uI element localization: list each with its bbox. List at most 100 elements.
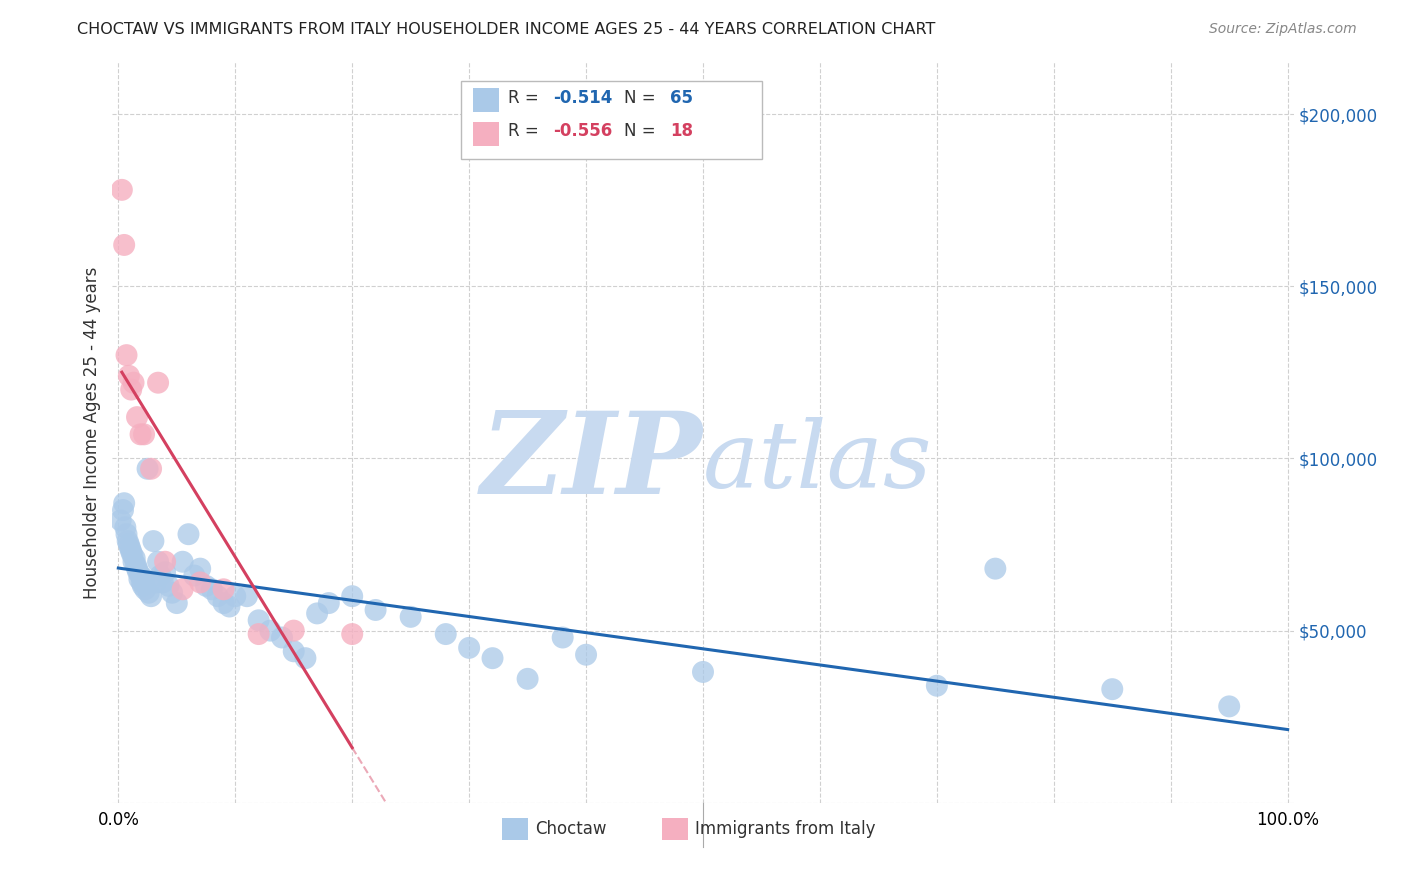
Point [110, 513, 132, 527]
Text: CHOCTAW VS IMMIGRANTS FROM ITALY HOUSEHOLDER INCOME AGES 25 - 44 YEARS CORRELATI: CHOCTAW VS IMMIGRANTS FROM ITALY HOUSEHO… [77, 22, 936, 37]
Point [1101, 682, 1123, 697]
Text: N =: N = [624, 122, 661, 140]
Point [160, 586, 183, 600]
Point [132, 572, 155, 586]
Point [271, 631, 294, 645]
Point [224, 589, 246, 603]
Point [283, 644, 305, 658]
Point [172, 582, 194, 597]
Point [984, 561, 1007, 575]
Point [183, 568, 205, 582]
Point [131, 575, 153, 590]
Point [364, 603, 387, 617]
Point [153, 565, 176, 579]
Point [139, 462, 162, 476]
Text: N =: N = [624, 89, 661, 107]
Point [247, 627, 270, 641]
Text: Choctaw: Choctaw [536, 820, 607, 838]
Point [120, 383, 142, 397]
Bar [461, 81, 762, 159]
Point [138, 586, 160, 600]
Text: R =: R = [508, 89, 544, 107]
Point [118, 537, 141, 551]
Point [481, 651, 503, 665]
Text: atlas: atlas [703, 417, 932, 508]
Y-axis label: Householder Income Ages 25 - 44 years: Householder Income Ages 25 - 44 years [83, 267, 101, 599]
Point [340, 589, 363, 603]
Point [146, 555, 169, 569]
Point [127, 565, 149, 579]
Point [201, 582, 224, 597]
Point [551, 631, 574, 645]
Point [145, 575, 167, 590]
Bar [472, 88, 499, 112]
Point [142, 534, 165, 549]
Point [146, 376, 169, 390]
Point [118, 368, 141, 383]
Point [458, 640, 481, 655]
Point [925, 679, 948, 693]
Point [172, 555, 194, 569]
Point [153, 555, 176, 569]
Point [207, 589, 229, 603]
Point [247, 613, 270, 627]
Point [111, 183, 134, 197]
Point [157, 579, 180, 593]
Point [195, 579, 218, 593]
Text: 65: 65 [669, 89, 693, 107]
Point [125, 561, 148, 575]
Point [134, 582, 156, 597]
Bar [502, 818, 529, 840]
Text: -0.514: -0.514 [553, 89, 613, 107]
Point [434, 627, 457, 641]
Point [128, 572, 150, 586]
Point [575, 648, 598, 662]
Point [125, 558, 148, 573]
Point [129, 427, 152, 442]
Point [218, 599, 240, 614]
Point [118, 541, 141, 555]
Text: ZIP: ZIP [481, 407, 703, 517]
Bar [662, 818, 688, 840]
Point [114, 520, 136, 534]
Point [307, 607, 329, 621]
Point [111, 503, 134, 517]
Point [112, 496, 135, 510]
Text: Immigrants from Italy: Immigrants from Italy [695, 820, 875, 838]
Point [166, 596, 188, 610]
Point [283, 624, 305, 638]
Point [136, 462, 159, 476]
Point [115, 527, 138, 541]
Point [129, 568, 152, 582]
Point [212, 582, 235, 597]
Text: R =: R = [508, 122, 544, 140]
Point [236, 589, 259, 603]
Point [188, 561, 211, 575]
Point [117, 534, 139, 549]
Text: 18: 18 [669, 122, 693, 140]
Point [112, 238, 135, 252]
Text: Source: ZipAtlas.com: Source: ZipAtlas.com [1209, 22, 1357, 37]
Point [124, 551, 146, 566]
Point [177, 527, 200, 541]
Point [318, 596, 340, 610]
Point [259, 624, 281, 638]
Point [212, 596, 235, 610]
Point [399, 610, 422, 624]
Point [149, 568, 172, 582]
Point [152, 575, 174, 590]
Text: -0.556: -0.556 [553, 122, 612, 140]
Point [516, 672, 538, 686]
Point [115, 348, 138, 362]
Point [340, 627, 363, 641]
Point [1218, 699, 1240, 714]
Point [294, 651, 316, 665]
Point [120, 544, 142, 558]
Point [122, 376, 145, 390]
Point [132, 427, 155, 442]
Point [692, 665, 714, 679]
Point [139, 589, 162, 603]
Point [122, 555, 145, 569]
Bar [472, 122, 499, 146]
Point [125, 410, 148, 425]
